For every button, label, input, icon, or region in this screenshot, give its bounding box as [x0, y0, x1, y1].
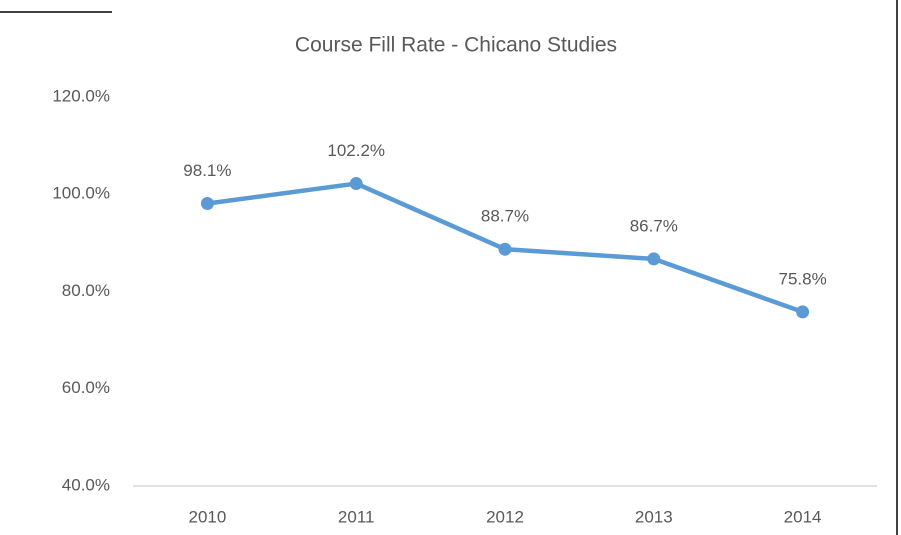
- data-label: 75.8%: [778, 269, 826, 288]
- y-tick-label: 40.0%: [62, 475, 110, 494]
- point: [349, 177, 363, 191]
- point: [796, 305, 810, 319]
- y-tick-label: 60.0%: [62, 378, 110, 397]
- data-label: 88.7%: [481, 207, 529, 226]
- x-tick-label: 2011: [338, 507, 375, 526]
- point: [647, 252, 661, 266]
- point: [200, 196, 214, 210]
- x-tick-label: 2012: [486, 507, 524, 526]
- point: [498, 242, 512, 256]
- data-label: 98.1%: [183, 161, 231, 180]
- x-tick-label: 2010: [188, 507, 226, 526]
- x-tick-label: 2013: [635, 507, 673, 526]
- y-tick-label: 120.0%: [52, 86, 110, 105]
- data-label: 102.2%: [327, 141, 385, 160]
- y-tick-label: 80.0%: [62, 281, 110, 300]
- x-tick-label: 2014: [784, 507, 822, 526]
- data-label: 86.7%: [630, 216, 678, 235]
- chart-title: Course Fill Rate - Chicano Studies: [295, 34, 617, 57]
- y-tick-label: 100.0%: [52, 184, 110, 203]
